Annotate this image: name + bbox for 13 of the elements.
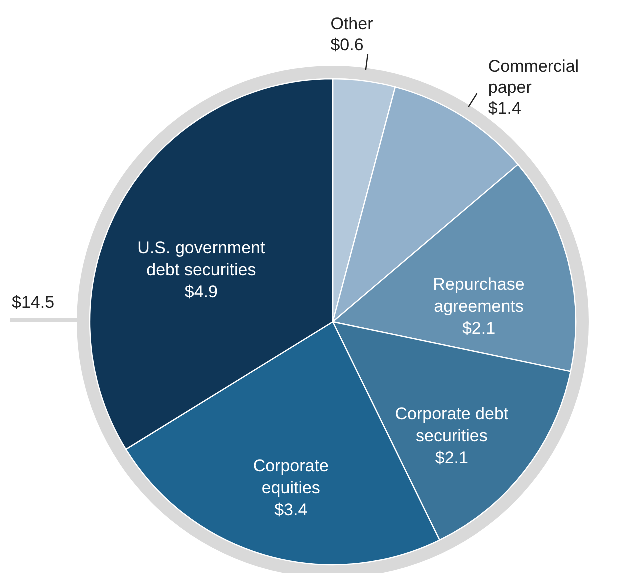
data-label: $2.1 (435, 448, 468, 468)
data-label: $2.1 (462, 318, 496, 338)
data-label: $0.6 (330, 35, 364, 54)
data-label: $4.9 (184, 282, 218, 302)
slice-label: Commercial paper (488, 56, 580, 97)
slice-label: Corporate equities (253, 456, 329, 498)
text: $14.5 (12, 293, 55, 312)
slice-label: Repurchase agreements (433, 274, 525, 316)
data-label: $3.4 (274, 500, 308, 520)
data-label: $1.4 (488, 98, 522, 118)
slice-label: Other (330, 14, 374, 34)
slice-label: Corporate debt securities (395, 404, 509, 446)
slice-label: U.S. government debt securities (138, 238, 266, 280)
